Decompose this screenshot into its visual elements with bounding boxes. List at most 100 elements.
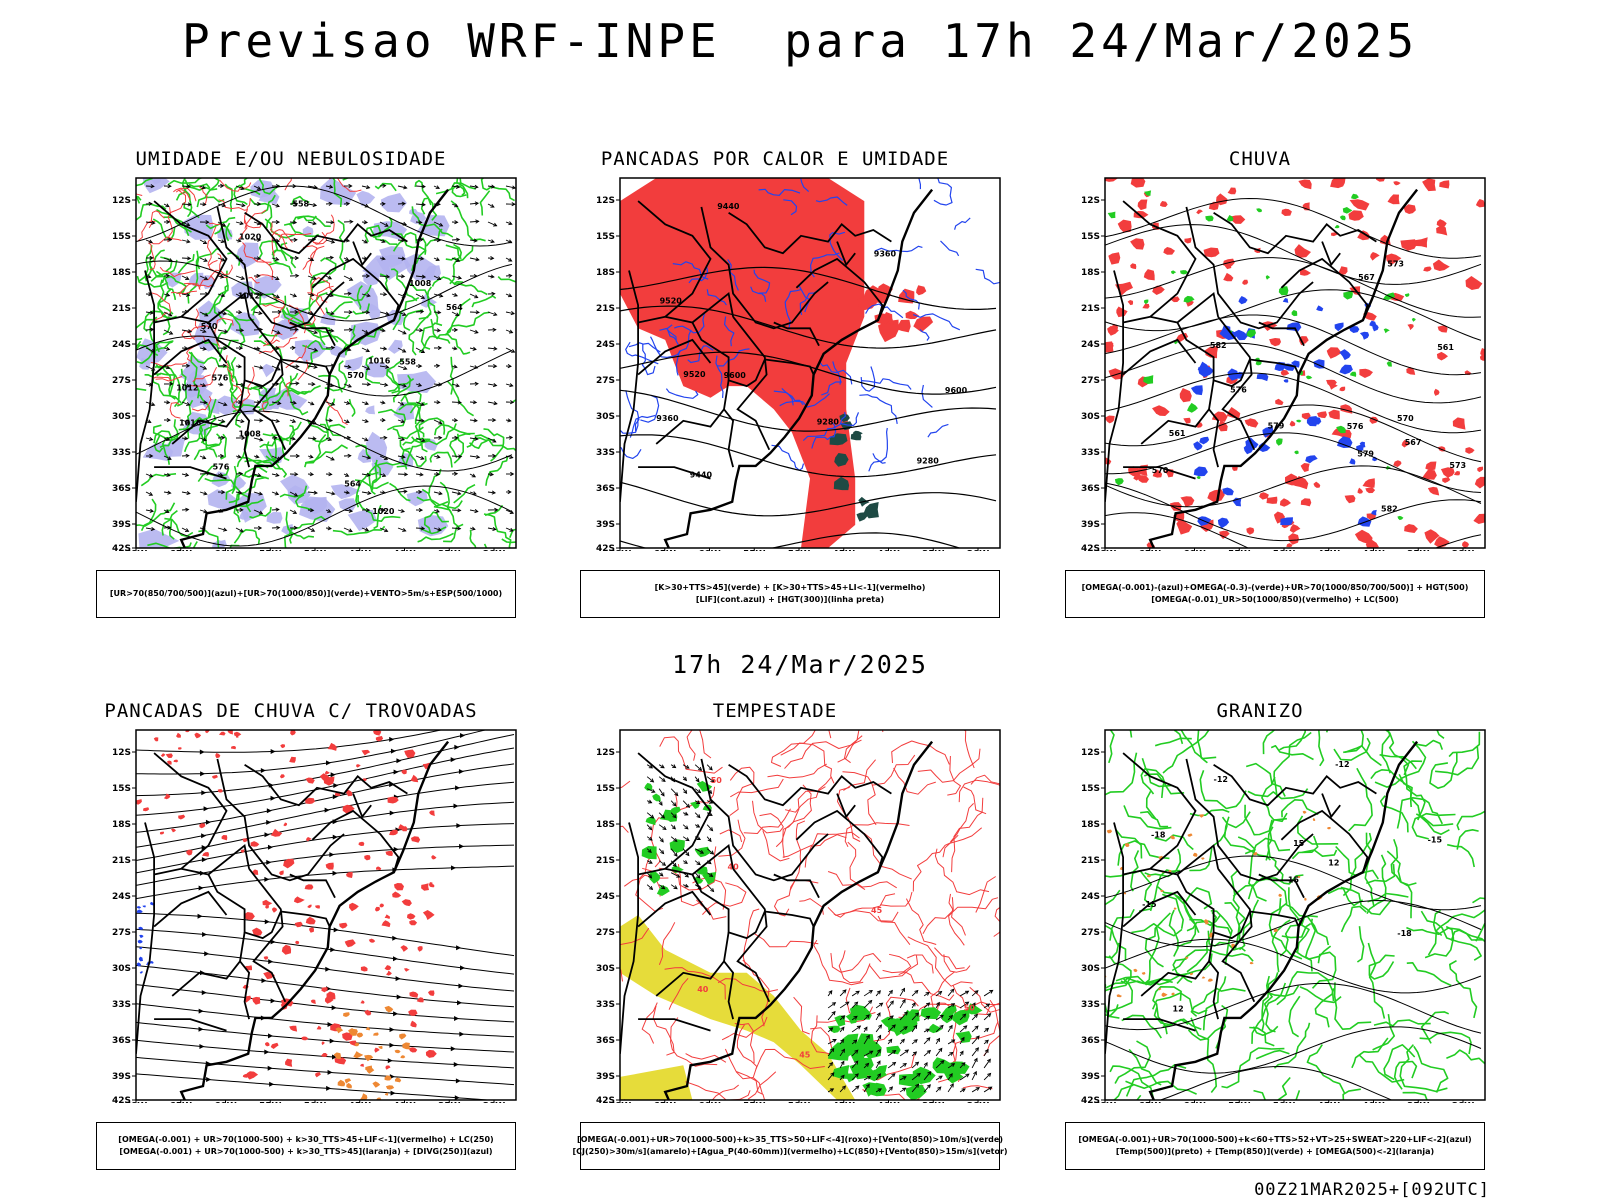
contour-label: 567 (1405, 438, 1422, 447)
map-chuva[interactable]: 582 582 579 579 576 576 573 573 570 570 567 567 561 5… (1065, 176, 1487, 551)
wind-vector (646, 884, 653, 890)
wind-vector (474, 509, 479, 514)
thunderstorm-area (136, 799, 142, 805)
lon-tick-label: 35W (1407, 1102, 1430, 1103)
wind-vector (648, 799, 653, 804)
temperature-850-contour (1396, 797, 1444, 829)
lifted-index-contour (784, 289, 802, 330)
coastline (663, 188, 934, 548)
wind-vector (457, 400, 462, 405)
wind-vector (199, 401, 207, 404)
wind-vector (676, 873, 681, 878)
thunderstorm-area (410, 1020, 417, 1028)
wind-vector (458, 454, 463, 459)
panel-title: TEMPESTADE (712, 700, 838, 722)
map-tempestade[interactable]: 40 40 45 45 50 50 12S 15S 18S 21S 24S 27S 30S 33S 36S 3… (580, 728, 1002, 1103)
map-canvas[interactable]: 9600960095209520944094409360936092809280… (580, 176, 1002, 551)
precipitable-water-contour (882, 953, 912, 974)
temperature-850-contour (1279, 730, 1306, 751)
rain-area (1301, 412, 1311, 420)
lat-tick-label: 39S (596, 1072, 615, 1082)
jet-stream-area (620, 915, 856, 1100)
streamline (327, 1022, 333, 1027)
wind-vector (694, 776, 700, 783)
low-humidity-contour (416, 496, 449, 506)
wind-vector (647, 848, 652, 854)
omega-area (1273, 928, 1278, 933)
precipitable-water-contour (752, 800, 784, 834)
political-border (728, 211, 892, 255)
precipitable-water-contour (922, 897, 954, 935)
omega-area (1217, 517, 1230, 529)
thunderstorm-area (387, 796, 399, 804)
wind-vector (660, 814, 666, 819)
map-umidade[interactable]: 1008 1008 1012 1012 1016 1016 1020 1020 576 576 57… (96, 176, 518, 551)
wind-vector (163, 311, 172, 317)
wind-vector (415, 257, 424, 260)
lat-tick-label: 24S (112, 340, 131, 350)
wind-vector (363, 220, 369, 225)
temperature-850-contour (1120, 971, 1193, 985)
streamline (327, 1069, 333, 1075)
wind-vector (181, 383, 190, 388)
low-humidity-contour (177, 253, 195, 274)
wind-vector (950, 988, 955, 993)
low-humidity-contour (187, 250, 199, 304)
wind-vector (887, 1024, 896, 1033)
wind-vector (827, 1002, 836, 1009)
height-contour (620, 481, 997, 517)
wind-vector (658, 860, 666, 866)
wind-vector (491, 291, 496, 296)
political-border (352, 241, 372, 267)
wind-vector (150, 526, 156, 532)
wind-vector (383, 435, 388, 440)
contour-label: 570 (1397, 414, 1414, 423)
map-canvas[interactable]: 5825825795795765765735735705705675675615… (1065, 176, 1487, 551)
lon-tick-label: 40W (1362, 1102, 1385, 1103)
wind-vector (875, 1035, 881, 1045)
wind-vector (509, 510, 515, 514)
wind-vector (889, 1015, 894, 1020)
map-canvas[interactable]: -12-12-15-15-18-181212151512S15S18S21S24… (1065, 728, 1487, 1103)
map-granizo[interactable]: -12 -12 -15 -15 -18 -18 12 12 15 15 12S 15S 18S 21S 24… (1065, 728, 1487, 1103)
low-humidity-contour (453, 433, 464, 464)
wind-vector (505, 185, 516, 189)
wind-vector (221, 435, 226, 440)
low-humidity-contour (158, 279, 174, 315)
temperature-850-contour (1199, 770, 1247, 810)
omega-area (1302, 810, 1307, 814)
wind-vector (256, 256, 262, 261)
wind-vector (313, 347, 318, 352)
wind-vector (935, 1015, 944, 1021)
rain-area (1286, 543, 1293, 548)
temperature-850-contour (1317, 730, 1325, 767)
wind-vector (469, 491, 477, 495)
low-humidity-contour (218, 339, 239, 358)
political-border (773, 321, 820, 347)
map-canvas[interactable]: 12S15S18S21S24S27S30S33S36S39S42S70W65W6… (96, 728, 518, 1103)
wind-vector (345, 201, 351, 206)
map-canvas[interactable]: 1008100810121012101610161020102057657657… (96, 176, 518, 551)
low-humidity-contour (431, 276, 464, 287)
thunderstorm-area (205, 730, 210, 734)
streamline (268, 959, 274, 965)
rain-area (1465, 276, 1483, 290)
wind-vector (417, 382, 423, 387)
wind-vector (983, 1003, 990, 1009)
thickness-contour (302, 245, 325, 271)
map-pancadas-calor[interactable]: 9600 9600 9520 9520 9440 9440 9360 9360 9280 9280… (580, 176, 1002, 551)
temperature-850-contour (1140, 768, 1185, 795)
temperature-850-contour (1351, 1037, 1389, 1069)
thunderstorm-area (212, 774, 218, 779)
map-trovoadas[interactable]: 12S15S18S21S24S27S30S33S36S39S42S70W65W6… (96, 728, 518, 1103)
map-canvas[interactable]: 40404545505012S15S18S21S24S27S30S33S36S3… (580, 728, 1002, 1103)
precipitable-water-contour (948, 893, 966, 936)
wind-vector (186, 222, 191, 227)
wind-vector (345, 238, 351, 243)
thunderstorm-area (384, 914, 391, 919)
rain-area (1357, 230, 1370, 241)
rain-area (1130, 238, 1145, 250)
wind-vector (987, 1013, 992, 1018)
wind-vector (397, 185, 407, 189)
low-humidity-contour (198, 529, 220, 548)
